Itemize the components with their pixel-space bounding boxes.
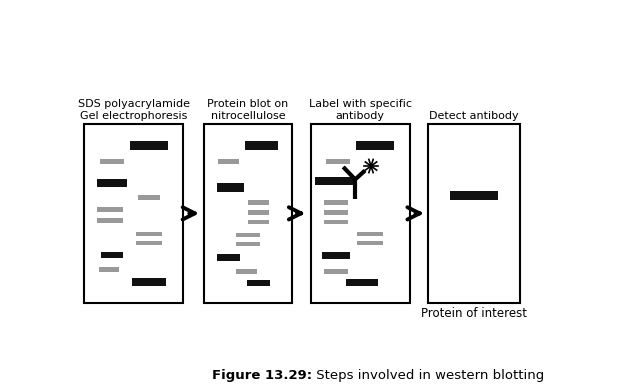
Bar [100, 159, 124, 164]
Bar [247, 279, 270, 286]
Bar [84, 124, 183, 303]
Bar [132, 278, 165, 286]
Bar [97, 207, 123, 212]
Bar [136, 241, 162, 245]
Bar [311, 124, 410, 303]
Bar [323, 252, 350, 259]
Text: SDS polyacrylamide
Gel electrophoresis: SDS polyacrylamide Gel electrophoresis [78, 99, 190, 121]
Text: Steps involved in western blotting: Steps involved in western blotting [312, 369, 544, 382]
Bar [346, 279, 378, 287]
Bar [130, 141, 167, 150]
Bar [101, 252, 123, 258]
Bar [248, 211, 269, 214]
Bar [217, 183, 244, 192]
Bar [248, 200, 269, 205]
Bar [245, 141, 278, 151]
Bar [97, 218, 123, 223]
Bar [324, 220, 348, 225]
Bar [357, 232, 383, 236]
Text: Label with specific
antibody: Label with specific antibody [309, 99, 412, 121]
Bar [428, 124, 520, 303]
Bar [451, 191, 498, 200]
Bar [324, 200, 348, 205]
Text: Protein blot on
nitrocellulose: Protein blot on nitrocellulose [208, 99, 289, 121]
Bar [357, 241, 383, 245]
Text: Protein of interest: Protein of interest [421, 307, 527, 320]
Bar [236, 269, 257, 274]
Bar [236, 241, 260, 246]
Bar [99, 267, 119, 272]
Bar [316, 177, 355, 185]
Bar [136, 232, 162, 236]
Bar [138, 195, 160, 200]
Bar [326, 159, 350, 164]
Bar [217, 254, 240, 261]
Text: Figure 13.29:: Figure 13.29: [212, 369, 312, 382]
Bar [248, 220, 269, 225]
Text: Detect antibody: Detect antibody [429, 111, 519, 121]
Bar [324, 211, 348, 214]
Bar [324, 269, 348, 274]
Bar [204, 124, 292, 303]
Bar [218, 159, 240, 164]
Bar [356, 141, 394, 151]
Bar [236, 233, 260, 237]
Bar [97, 178, 127, 187]
